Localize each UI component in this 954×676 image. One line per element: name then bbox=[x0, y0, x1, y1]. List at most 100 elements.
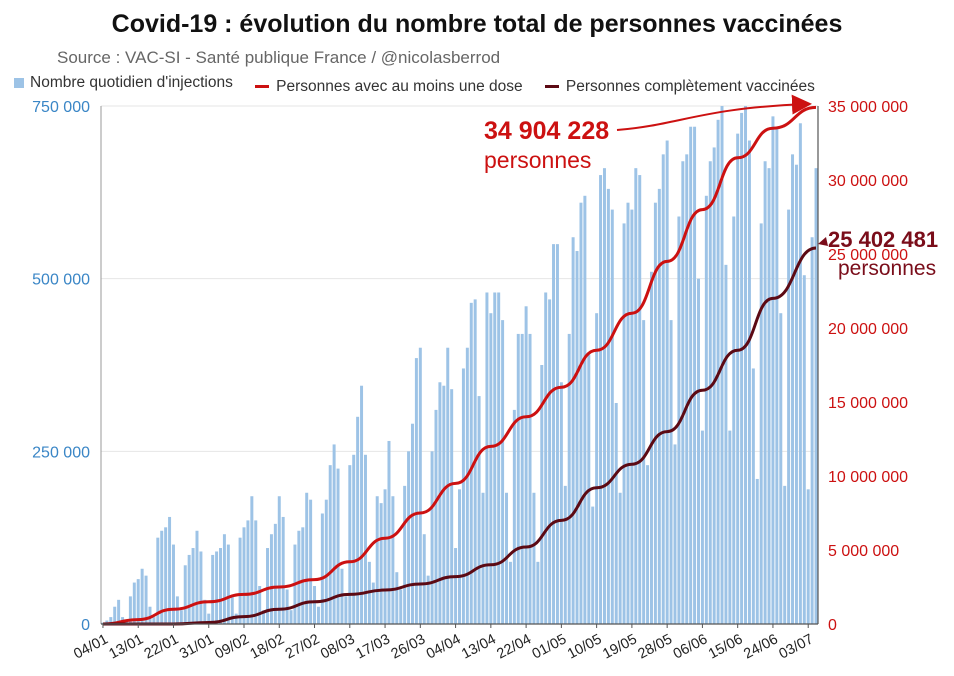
annotation-dose1-value: 34 904 228 bbox=[484, 117, 609, 145]
left-tick-label-0: 0 bbox=[81, 617, 90, 634]
right-tick-label-3: 15 000 000 bbox=[828, 395, 908, 412]
bar-day-52 bbox=[305, 492, 309, 624]
bar-day-133 bbox=[622, 223, 626, 624]
legend-item-full: Personnes complètement vaccinées bbox=[544, 77, 815, 96]
bar-day-146 bbox=[673, 444, 677, 624]
x-tick-label-5: 18/02 bbox=[248, 631, 288, 662]
right-tick-label-2: 10 000 000 bbox=[828, 469, 908, 486]
bar-day-99 bbox=[489, 313, 493, 624]
bar-day-152 bbox=[697, 278, 700, 624]
x-tick-label-18: 15/06 bbox=[706, 631, 746, 662]
bar-day-111 bbox=[536, 561, 540, 624]
bar-day-55 bbox=[316, 606, 320, 624]
bar-day-108 bbox=[524, 306, 528, 624]
bar-day-81 bbox=[418, 347, 422, 624]
bar-day-98 bbox=[485, 292, 489, 624]
x-tick-label-14: 10/05 bbox=[565, 631, 605, 662]
bar-day-132 bbox=[618, 492, 622, 624]
x-tick-label-11: 13/04 bbox=[459, 631, 499, 662]
legend-label-injections: Nombre quotidien d'injections bbox=[30, 74, 233, 91]
annotation-dose1-unit: personnes bbox=[484, 147, 591, 173]
bar-day-23 bbox=[191, 548, 195, 624]
bar-day-127 bbox=[599, 175, 603, 624]
bar-day-9 bbox=[136, 579, 140, 624]
bar-day-42 bbox=[266, 548, 270, 624]
right-tick-label-0: 0 bbox=[828, 617, 837, 634]
bar-day-29 bbox=[215, 551, 219, 624]
x-tick-label-2: 22/01 bbox=[142, 631, 182, 662]
bar-day-123 bbox=[583, 195, 587, 625]
bar-day-59 bbox=[332, 444, 336, 624]
bar-day-100 bbox=[493, 292, 497, 624]
bar-day-26 bbox=[203, 599, 207, 624]
bar-day-115 bbox=[552, 244, 556, 624]
bar-day-14 bbox=[156, 537, 160, 624]
bar-day-47 bbox=[285, 589, 289, 624]
x-tick-label-3: 31/01 bbox=[177, 631, 217, 662]
annotation-full-value: 25 402 481 bbox=[828, 227, 938, 252]
x-tick-label-12: 22/04 bbox=[494, 631, 534, 662]
left-tick-label-3: 750 000 bbox=[32, 99, 90, 116]
bar-day-75 bbox=[395, 572, 399, 624]
bar-day-142 bbox=[657, 188, 661, 624]
bar-day-144 bbox=[665, 140, 669, 624]
bar-day-58 bbox=[328, 465, 332, 624]
bar-day-76 bbox=[399, 589, 403, 624]
bar-day-148 bbox=[681, 161, 685, 624]
bar-day-110 bbox=[532, 492, 536, 624]
bar-day-32 bbox=[226, 544, 230, 624]
bar-day-97 bbox=[481, 492, 485, 624]
bar-day-173 bbox=[779, 313, 783, 624]
bar-day-64 bbox=[352, 454, 356, 624]
legend-item-injections: Nombre quotidien d'injections bbox=[14, 74, 233, 92]
bar-day-105 bbox=[512, 409, 516, 624]
bar-day-170 bbox=[767, 168, 771, 624]
bar-day-82 bbox=[422, 534, 426, 624]
bar-day-94 bbox=[469, 302, 473, 624]
bar-day-8 bbox=[132, 582, 136, 624]
chart-subtitle: Source : VAC-SI - Santé publique France … bbox=[57, 48, 501, 67]
bar-day-66 bbox=[360, 385, 364, 624]
right-tick-label-5: 25 000 000 bbox=[828, 247, 908, 264]
bar-day-4 bbox=[117, 599, 121, 624]
bar-day-2 bbox=[109, 617, 113, 624]
right-tick-label-1: 5 000 000 bbox=[828, 543, 899, 560]
bar-day-17 bbox=[168, 516, 172, 624]
bar-day-174 bbox=[783, 485, 787, 624]
bar-day-116 bbox=[555, 244, 559, 624]
bar-day-143 bbox=[661, 154, 665, 624]
bar-day-125 bbox=[591, 506, 595, 624]
bar-day-63 bbox=[348, 465, 352, 624]
left-tick-label-1: 250 000 bbox=[32, 444, 90, 461]
right-tick-label-7: 35 000 000 bbox=[828, 99, 908, 116]
right-tick-label-4: 20 000 000 bbox=[828, 321, 908, 338]
bar-day-71 bbox=[379, 503, 383, 624]
bar-day-167 bbox=[755, 478, 759, 624]
bar-day-87 bbox=[442, 385, 446, 624]
bar-day-60 bbox=[336, 468, 340, 624]
right-tick-label-6: 30 000 000 bbox=[828, 173, 908, 190]
bar-day-28 bbox=[211, 554, 215, 624]
bar-day-169 bbox=[763, 161, 767, 624]
bar-day-78 bbox=[407, 451, 411, 624]
bar-day-36 bbox=[242, 527, 246, 624]
bar-day-107 bbox=[520, 333, 524, 624]
bar-day-122 bbox=[579, 202, 583, 624]
bar-day-79 bbox=[410, 423, 414, 624]
bar-day-163 bbox=[740, 112, 744, 624]
bar-day-21 bbox=[183, 565, 187, 624]
bar-day-155 bbox=[708, 161, 712, 624]
bar-day-56 bbox=[320, 513, 324, 624]
bar-day-73 bbox=[387, 440, 391, 624]
bar-day-112 bbox=[540, 365, 544, 624]
legend-label-full: Personnes complètement vaccinées bbox=[565, 77, 815, 95]
bar-day-48 bbox=[289, 610, 293, 624]
bar-day-176 bbox=[791, 154, 795, 624]
bar-day-109 bbox=[528, 333, 532, 624]
bar-day-1 bbox=[105, 620, 109, 624]
bar-day-65 bbox=[356, 416, 360, 624]
bar-day-135 bbox=[630, 209, 634, 624]
legend: Nombre quotidien d'injections Personnes … bbox=[14, 74, 833, 96]
bar-day-140 bbox=[649, 271, 653, 624]
x-tick-label-16: 28/05 bbox=[635, 631, 675, 662]
